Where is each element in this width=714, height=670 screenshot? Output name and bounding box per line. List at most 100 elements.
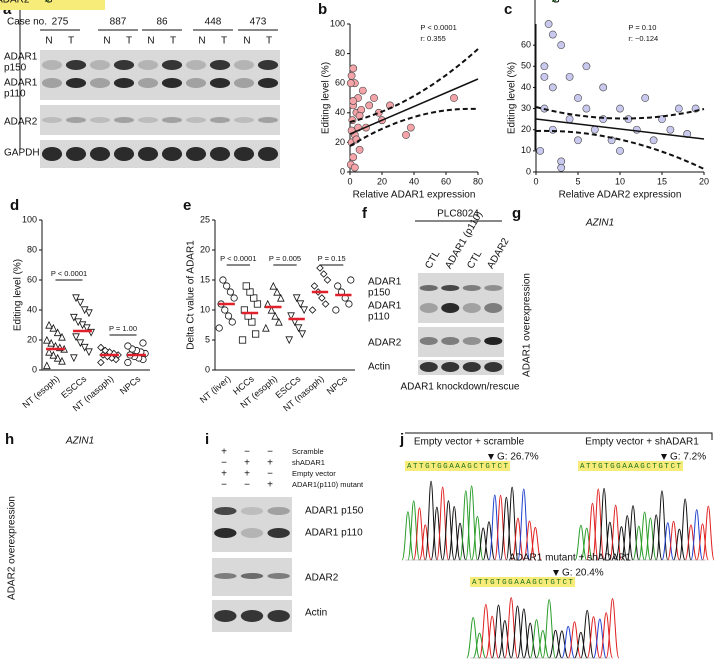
trace-peak [667,520,680,561]
group-bracket [405,432,713,440]
y-tick-label: 20 [200,244,210,254]
x-axis-label: Relative ADAR2 expression [559,190,682,201]
y-tick-label: 100 [22,214,37,224]
band [240,573,264,579]
data-point [347,276,355,284]
fit-ci [535,129,705,170]
lane-label: N [147,36,154,47]
data-point [544,20,553,28]
trace-peak [574,524,588,561]
data-point [616,104,624,113]
data-point [85,348,93,357]
trace-peak [466,617,480,659]
trace-peak [655,490,669,561]
y-tick-label: 40 [335,107,345,117]
band [137,78,159,88]
panel-label: i [205,431,209,448]
sign: + [244,458,250,469]
panel-label: e [183,197,191,214]
x-tick-label: NT (liver) [198,374,233,405]
band [41,147,63,161]
row-label: ADAR1 p110 [305,528,363,539]
band [267,573,290,579]
row-label: ADAR1 p150 [305,506,364,517]
data-point [345,300,353,308]
band [484,337,503,345]
row-label: ADAR2 [368,338,402,349]
band [233,78,255,88]
band [161,117,183,123]
band [89,60,111,70]
band [185,147,207,161]
data-point [318,294,326,302]
band [257,78,279,88]
data-point [358,86,367,95]
trace-peak [476,527,490,561]
band [113,147,135,161]
trace-peak [644,517,657,561]
trace-peak [424,480,438,561]
data-point [632,125,641,134]
column-label: CTL [465,249,484,271]
data-point [321,300,330,308]
edit-level: G: 5.4% [45,0,714,6]
trace-peak [494,494,507,561]
band [65,147,87,161]
blot [40,50,280,100]
trace-peak [603,521,617,561]
row-label: ADAR1 [368,301,402,312]
condition-name: Scramble [292,447,324,456]
stat-annotation: P = 0.005 [269,254,301,263]
gene-name: AZIN1 [65,436,94,447]
data-point [296,300,305,309]
sign: − [221,458,227,469]
trace-peak [529,526,542,561]
band [267,528,290,538]
sequence: ATTGTGGAAAGCTGTCT [472,579,573,587]
data-point [352,135,361,144]
trace-peak [593,618,607,659]
trace-peak [418,524,432,561]
band [214,610,237,622]
y-tick-label: 30 [521,103,531,113]
trace-peak [678,498,692,561]
blot [212,497,292,552]
band [214,573,237,579]
lane-label: T [170,36,176,47]
trace-peak [609,504,622,561]
data-point [85,309,93,318]
trace-peak [638,511,651,561]
caption: ADAR1 knockdown/rescue [401,382,520,393]
trace-name: 8024-ADAR2 [0,0,30,6]
data-point [323,276,332,284]
band [65,117,87,123]
data-point [355,145,364,154]
blot [40,105,280,135]
panel-label: h [5,431,14,448]
data-point [557,163,566,172]
trace-peak [548,629,563,659]
band [240,610,264,622]
trace-peak [580,527,593,561]
trace-peak [632,525,646,561]
trace-peak [510,605,525,659]
band [137,117,159,123]
x-tick-label: 5 [575,176,580,186]
data-point [45,320,53,329]
trace-peak [498,619,512,659]
row-label: p150 [4,63,27,74]
data-point [242,282,250,290]
case-number: 448 [205,17,222,28]
fit-line [349,78,479,135]
x-tick-label: 80 [473,176,483,186]
band [214,528,237,538]
row-label: GAPDH [4,148,40,159]
edit-level: G: 5.1% [552,0,714,6]
group-label: ADAR2 overexpression [7,496,18,600]
sign: + [221,469,227,480]
trace-peak [529,619,544,659]
data-point [616,146,624,155]
data-point [294,324,303,333]
y-tick-label: 50 [521,61,531,71]
data-point [276,293,285,302]
